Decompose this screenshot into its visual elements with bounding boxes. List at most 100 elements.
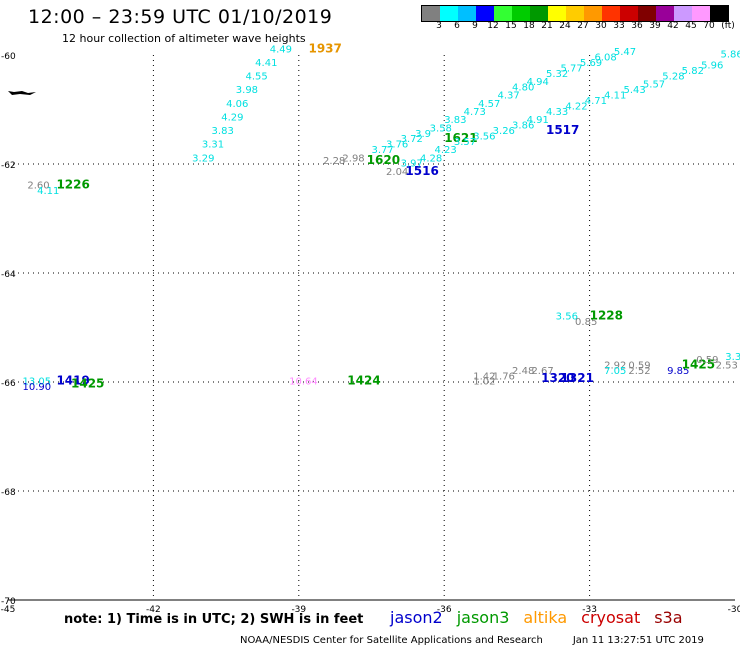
wave-height-label: 2.48 <box>512 366 534 377</box>
map-subtitle: 12 hour collection of altimeter wave hei… <box>62 32 306 45</box>
wave-height-label: 5.47 <box>614 47 636 58</box>
colorbar-label: 3 <box>436 21 442 31</box>
legend-jason2: jason2 <box>390 608 443 627</box>
colorbar-label: 42 <box>667 21 679 31</box>
colorbar-swatch <box>620 6 638 21</box>
colorbar-swatch <box>710 6 728 21</box>
wave-height-label: 0.59 <box>696 355 718 366</box>
wave-height-label: 3.31 <box>202 140 224 151</box>
colorbar-swatch <box>656 6 674 21</box>
colorbar-swatch <box>674 6 692 21</box>
wave-height-label: 3.26 <box>493 126 515 137</box>
pass-time-label: 1620 <box>367 153 400 167</box>
lat-tick-label: -68 <box>1 488 16 498</box>
colorbar-label: 27 <box>577 21 589 31</box>
colorbar-swatch <box>512 6 530 21</box>
wave-height-label: 5.43 <box>624 85 646 96</box>
wave-height-label: 4.06 <box>226 99 248 110</box>
lon-tick-label: -36 <box>437 605 452 615</box>
pass-time-label: 1424 <box>347 374 380 388</box>
pass-time-label: 1321 <box>561 371 594 385</box>
map-title: 12:00 – 23:59 UTC 01/10/2019 <box>28 6 333 28</box>
wave-height-label: 3.86 <box>512 121 534 132</box>
observation-labels: 4.49 4.41 4.55 3.98 4.06 4.29 3.83 3.31 3.29 1937… <box>23 41 740 393</box>
pass-time-label: 1226 <box>56 178 89 192</box>
pass-time-label: 1516 <box>405 164 438 178</box>
wave-height-label: 5.96 <box>701 61 723 72</box>
pass-time-label: 1517 <box>546 123 579 137</box>
colorbar-swatch <box>530 6 548 21</box>
footer-credit: NOAA/NESDIS Center for Satellite Applica… <box>240 635 543 646</box>
colorbar-label: 18 <box>523 21 535 31</box>
wave-height-label: 4.11 <box>37 186 59 197</box>
legend-s3a: s3a <box>654 608 683 627</box>
wave-height-label: 3.98 <box>236 85 258 96</box>
lat-tick-label: -62 <box>1 161 16 171</box>
map-grid <box>8 55 735 600</box>
legend-cryosat: cryosat <box>581 608 641 627</box>
wave-height-label: 5.82 <box>682 66 704 77</box>
island-coastline <box>8 91 36 95</box>
wave-height-label: 4.11 <box>604 91 626 102</box>
wave-height-label: 4.55 <box>245 72 267 83</box>
colorbar-label: 70 <box>703 21 715 31</box>
wave-height-label: 4.94 <box>527 77 549 88</box>
satellite-legend: jason2 jason3 altika cryosat s3a <box>390 608 697 627</box>
wave-height-label: 2.28 <box>323 156 345 167</box>
colorbar-label: 9 <box>472 21 478 31</box>
wave-height-label: 4.22 <box>565 102 587 113</box>
lat-tick-label: -64 <box>1 270 16 280</box>
colorbar-swatch <box>458 6 476 21</box>
wave-height-label: 3.9 <box>415 129 431 140</box>
wave-height-label: 3.57 <box>454 137 476 148</box>
wave-height-label: 4.49 <box>270 44 292 55</box>
axis-tick-labels: -45 -42 -39 -36 -33 -30 -60 -62 -64 -66 -68 -70 <box>1 52 740 615</box>
wave-height-label: 0.85 <box>575 317 597 328</box>
colorbar-swatch <box>584 6 602 21</box>
wave-height-label: 3.72 <box>401 134 423 145</box>
lon-tick-label: -33 <box>582 605 597 615</box>
colorbar-label: 33 <box>613 21 625 31</box>
wave-height-label: 4.37 <box>498 91 520 102</box>
wave-height-label: 5.77 <box>561 63 583 74</box>
wave-height-label: 3.29 <box>192 153 214 164</box>
wave-height-label: 4.33 <box>546 107 568 118</box>
wave-height-label: 4.28 <box>420 153 442 164</box>
lon-tick-label: -45 <box>1 605 16 615</box>
wave-height-label: 5.57 <box>643 80 665 91</box>
colorbar-label: 39 <box>649 21 661 31</box>
colorbar-swatch <box>494 6 512 21</box>
colorbar-swatch <box>602 6 620 21</box>
wave-height-label: 5.28 <box>662 72 684 83</box>
pass-time-label: 1228 <box>590 308 623 322</box>
wave-height-label: 2.60 <box>27 181 49 192</box>
wave-height-label: 2.53 <box>716 360 738 371</box>
lon-tick-label: -42 <box>146 605 161 615</box>
wave-height-label: 4.80 <box>512 82 534 93</box>
wave-height-label: 2.92 <box>604 360 626 371</box>
wave-height-label: 4.41 <box>255 58 277 69</box>
wave-height-label: 2.52 <box>628 366 650 377</box>
wave-height-label: 2.04 <box>386 167 408 178</box>
colorbar-labels: 3 6 9 12 15 18 21 24 27 30 33 36 39 42 45 70 (ft) <box>421 21 739 33</box>
wave-height-label: 13.05 <box>23 377 52 388</box>
lon-tick-label: -30 <box>728 605 740 615</box>
wave-height-label: 10.64 <box>289 377 318 388</box>
wave-height-label: 5.86 <box>720 50 740 61</box>
wave-height-label: 4.71 <box>585 96 607 107</box>
colorbar-swatch <box>566 6 584 21</box>
legend-altika: altika <box>523 608 568 627</box>
wave-height-label: 4.29 <box>221 112 243 123</box>
pass-time-label: 1621 <box>444 131 477 145</box>
wave-height-label: 7.05 <box>604 366 626 377</box>
wave-height-label: 5.32 <box>546 69 568 80</box>
colorbar-label: 15 <box>505 21 517 31</box>
legend-jason3: jason3 <box>456 608 510 627</box>
footnote: note: 1) Time is in UTC; 2) SWH is in fe… <box>64 612 364 627</box>
wave-height-label: 3.3 <box>725 352 740 363</box>
pass-time-label: 1320 <box>541 371 574 385</box>
wave-height-label: 3.83 <box>444 115 466 126</box>
wave-height-label: 3.76 <box>386 140 408 151</box>
wave-height-label: 1.76 <box>493 371 515 382</box>
